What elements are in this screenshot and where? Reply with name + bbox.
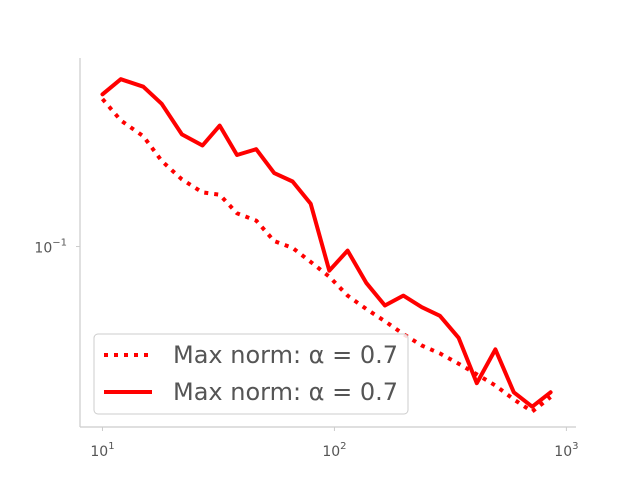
x-ticks: 101 102 103 [90, 427, 579, 460]
legend-label: Max norm: α = 0.7 [173, 341, 398, 369]
x-tick-label: 102 [322, 441, 346, 460]
legend: Max norm: α = 0.7 Max norm: α = 0.7 [93, 333, 409, 415]
legend-box [93, 333, 409, 415]
y-tick-label: 10−1 [34, 238, 67, 257]
legend-label: Max norm: α = 0.7 [173, 378, 398, 406]
y-ticks: 10−1 [34, 238, 80, 257]
x-tick-label: 101 [90, 441, 114, 460]
x-tick-label: 103 [554, 441, 578, 460]
series-line-solid [100, 77, 553, 409]
series-layer [100, 77, 553, 414]
series-line-dotted [100, 97, 552, 414]
